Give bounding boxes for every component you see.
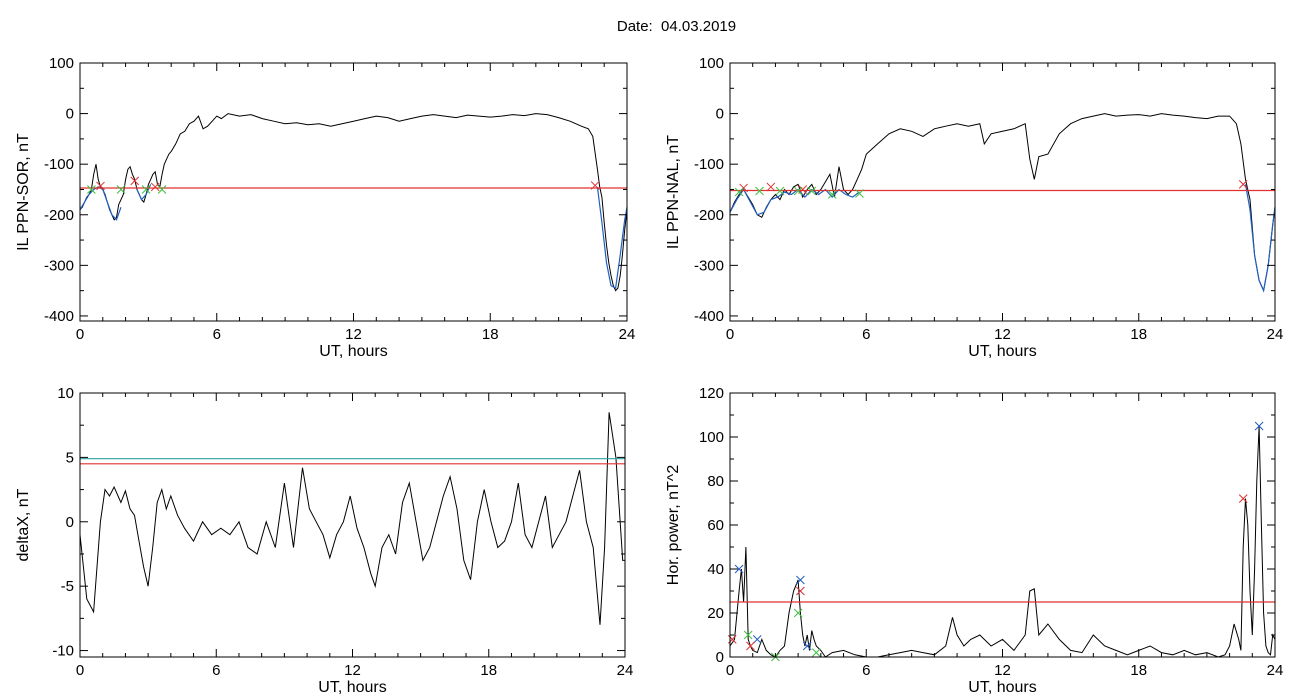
ppn-sor-xtick-label-3: 18 [482,326,499,343]
hor-power-marker-0-2 [796,575,805,585]
deltax-xtick-label-0: 0 [76,662,84,679]
ppn-sor-series-data-0 [79,113,628,292]
ppn-sor-marker-1-3 [157,185,167,194]
hor-power-marker-0-4 [1254,421,1264,431]
ppn-sor-marker-0-2 [150,182,160,192]
ppn-nal-marker-0-3 [1238,180,1248,189]
deltax-xtick-label-1: 6 [212,662,220,679]
page-title: Date: 04.03.2019 [616,18,737,35]
ppn-nal-series-data-0 [729,113,1276,293]
hor-power-ylabel: Hor. power, nT^2 [665,465,682,586]
hor-power-marker-0-3 [802,641,812,651]
ppn-sor-xtick-label-4: 24 [619,326,636,343]
ppn-nal-xlabel: UT, hours [968,343,1036,360]
deltax-ytick-label-0: 10 [57,385,74,402]
ppn-sor-ytick-label-0: 100 [49,55,74,72]
ppn-sor-series-highlight-2 [136,184,152,201]
hor-power-ytick-label-2: 40 [707,561,724,578]
ppn-sor-xtick-label-0: 0 [76,326,84,343]
ppn-nal-xtick-label-0: 0 [726,326,734,343]
deltax-ytick-label-1: 5 [66,449,74,466]
deltax-ytick-label-4: -10 [52,643,74,660]
deltax-ytick-label-2: 0 [66,514,74,531]
ppn-sor-marker-0-3 [590,181,600,190]
ppn-nal-ytick-label-4: -300 [694,257,724,274]
hor-power-ytick-label-6: 120 [699,385,724,402]
ppn-sor-ytick-label-5: -400 [44,308,74,325]
deltax-frame [79,392,626,658]
ppn-nal-xtick-label-4: 24 [1267,326,1284,343]
hor-power-marker-1-2 [796,586,805,596]
ppn-nal-marker-1-1 [755,186,764,196]
ppn-sor-ytick-label-3: -200 [44,207,74,224]
ppn-sor-ytick-label-1: 0 [66,106,74,123]
hor-power-ytick-label-3: 60 [707,517,724,534]
ppn-sor-xtick-label-1: 6 [213,326,221,343]
deltax-xlabel: UT, hours [318,679,386,696]
ppn-nal-marker-1-0 [734,187,744,197]
deltax-xtick-label-3: 18 [480,662,497,679]
ppn-nal-series-highlight-2 [1244,184,1276,293]
hor-power-frame [729,392,1276,658]
ppn-nal-marker-1-3 [793,186,803,196]
ppn-sor-marker-0-0 [96,181,105,191]
hor-power-series-data-0 [729,425,1276,658]
hor-power-ytick-label-5: 100 [699,429,724,446]
hor-power-xlabel: UT, hours [968,679,1036,696]
hor-power-marker-1-3 [1238,494,1248,503]
ppn-nal-xtick-label-1: 6 [862,326,870,343]
ppn-nal-ytick-label-3: -200 [694,207,724,224]
ppn-nal-xtick-label-3: 18 [1130,326,1147,343]
ppn-sor-marker-1-0 [87,185,96,194]
ppn-sor-marker-1-2 [141,185,151,194]
hor-power-marker-2-3 [811,648,821,657]
ppn-sor-ytick-label-2: -100 [44,156,74,173]
hor-power-marker-0-0 [734,564,744,574]
ppn-nal-marker-0-2 [798,185,808,194]
hor-power-xtick-label-1: 6 [862,662,870,679]
ppn-nal-series-highlight-1 [729,188,860,216]
deltax-ylabel: deltaX, nT [15,488,32,561]
hor-power-xtick-label-4: 24 [1267,662,1284,679]
plot-hor-power: 0 6 12 18 24 0 20 40 60 80 100 120 UT, hours Hor. pow… [665,385,1283,696]
ppn-sor-xlabel: UT, hours [319,343,387,360]
ppn-nal-marker-1-5 [827,190,837,199]
hor-power-ytick-label-4: 80 [707,473,724,490]
ppn-nal-ytick-label-5: -400 [694,308,724,325]
hor-power-marker-2-2 [793,608,803,618]
ppn-nal-ytick-label-0: 100 [699,55,724,72]
ppn-nal-marker-1-6 [855,189,864,198]
hor-power-ytick-label-1: 20 [707,605,724,622]
deltax-xtick-label-2: 12 [344,662,361,679]
ppn-nal-ytick-label-2: -100 [694,156,724,173]
ppn-sor-ylabel: IL PPN-SOR, nT [15,133,32,251]
hor-power-marker-0-1 [752,635,762,644]
plot-ppn-nal: 0 6 12 18 24 100 0 -100 -200 -300 -400 UT, hours IL … [665,55,1283,360]
deltax-ytick-label-3: -5 [61,578,74,595]
plot-ppn-sor: 0 6 12 18 24 100 0 -100 -200 -300 -400 UT, hours IL … [15,55,635,360]
hor-power-xtick-label-3: 18 [1130,662,1147,679]
hor-power-marker-1-1 [746,641,755,651]
ppn-nal-frame [729,62,1276,322]
ppn-nal-marker-0-1 [766,182,776,192]
ppn-sor-marker-0-1 [130,176,140,186]
ppn-nal-xtick-label-2: 12 [994,326,1011,343]
hor-power-ytick-label-0: 0 [716,649,724,666]
hor-power-marker-2-0 [743,630,753,640]
ppn-nal-marker-1-4 [807,186,817,196]
deltax-series-data-0 [79,412,625,625]
deltax-xtick-label-4: 24 [617,662,634,679]
ppn-sor-ytick-label-4: -300 [44,257,74,274]
plot-deltax: 0 6 12 18 24 10 5 0 -5 -10 UT, hours deltaX, nT [15,385,633,696]
ppn-sor-marker-1-1 [116,185,126,194]
ppn-sor-series-highlight-3 [596,186,628,290]
ppn-nal-ylabel: IL PPN-NAL, nT [665,135,682,249]
hor-power-xtick-label-0: 0 [726,662,734,679]
ppn-sor-xtick-label-2: 12 [345,326,362,343]
ppn-nal-ytick-label-1: 0 [716,106,724,123]
hor-power-xtick-label-2: 12 [994,662,1011,679]
ppn-sor-frame [79,62,628,322]
ppn-nal-marker-1-2 [775,186,785,196]
